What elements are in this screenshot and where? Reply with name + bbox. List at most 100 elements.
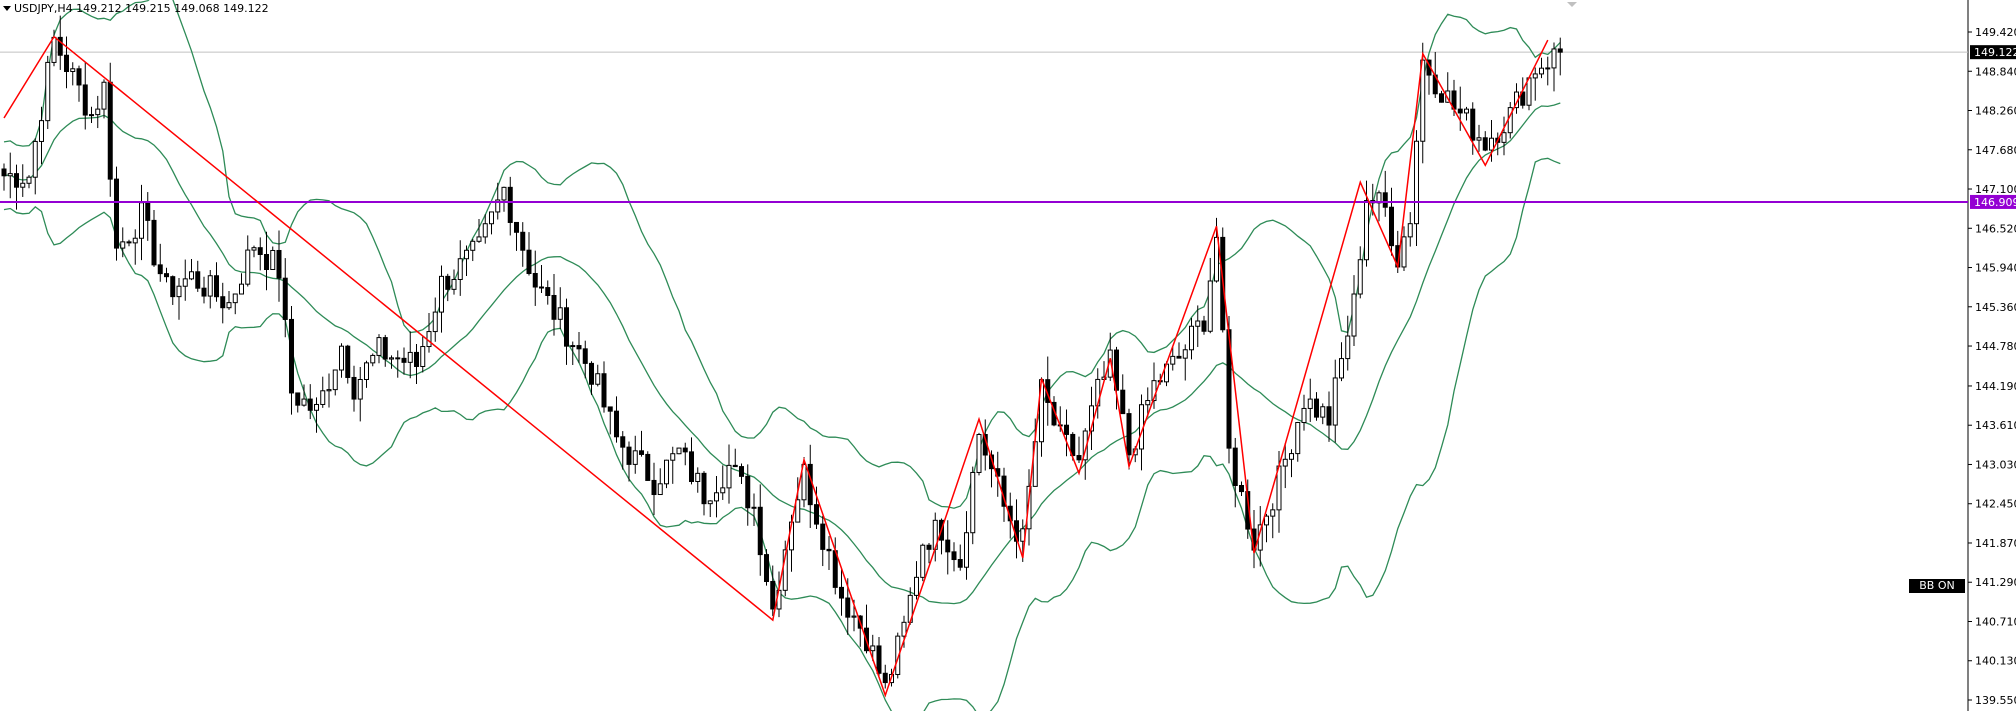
candle-body-bear — [351, 376, 357, 400]
candle-body-bull — [1182, 349, 1188, 359]
candle-body-bull — [964, 532, 969, 568]
candle — [57, 15, 63, 70]
candle-body-bull — [489, 211, 494, 225]
chart-shift-icon[interactable] — [1567, 2, 1577, 7]
candle-body-bear — [1120, 389, 1126, 415]
candle-body-bear — [401, 357, 407, 363]
candle-body-bear — [170, 276, 176, 298]
candle-body-bear — [545, 287, 551, 296]
candle — [695, 467, 701, 493]
candle — [201, 276, 207, 304]
candle-body-bull — [1145, 400, 1151, 406]
candle — [657, 468, 663, 496]
candle-body-bear — [745, 475, 751, 509]
candle-body-bear — [551, 294, 557, 320]
candle-body-bull — [70, 68, 76, 73]
candle-body-bull — [976, 434, 982, 473]
candle — [1120, 374, 1126, 415]
candle-body-bull — [189, 271, 194, 280]
candle-body-bull — [132, 237, 138, 244]
candle — [401, 347, 407, 375]
candle — [464, 245, 469, 276]
candle-body-bull — [1401, 236, 1407, 268]
candle — [520, 222, 526, 267]
candle — [1176, 342, 1182, 359]
candle — [682, 442, 688, 466]
candle — [345, 344, 351, 384]
zigzag-line — [3, 35, 1549, 698]
candle — [1489, 120, 1494, 162]
candle — [226, 291, 232, 310]
candle — [920, 543, 926, 582]
candle — [414, 343, 419, 385]
candle-body-bear — [157, 264, 163, 275]
candle-body-bear — [14, 173, 19, 188]
candle — [1, 163, 7, 191]
candle — [764, 549, 769, 586]
candle — [757, 484, 763, 576]
candle-body-bull — [26, 176, 32, 184]
candle — [545, 280, 551, 305]
candle-body-bull — [451, 278, 457, 290]
candle — [339, 343, 344, 378]
candle — [1145, 387, 1151, 417]
candle-body-bear — [732, 464, 738, 468]
candle — [751, 493, 757, 527]
y-tick-label: 140.710 — [1975, 615, 2016, 628]
candle-body-bull — [720, 487, 726, 494]
symbol-ohlc-label: USDJPY,H4 149.212 149.215 149.068 149.12… — [14, 2, 269, 15]
bb-on-badge[interactable]: BB ON — [1909, 579, 1965, 593]
candle-body-bear — [295, 392, 301, 406]
candle-body-bear — [414, 351, 419, 367]
candle-body-bear — [607, 406, 613, 412]
candle-body-bear — [151, 219, 157, 266]
candle-body-bull — [226, 302, 232, 309]
chart-menu-triangle-icon[interactable] — [3, 6, 11, 11]
candle-body-bear — [1557, 48, 1563, 53]
candle-body-bull — [1026, 485, 1032, 530]
candle-body-bear — [114, 178, 119, 249]
candle-body-bull — [676, 447, 682, 455]
candle-body-bull — [482, 223, 488, 238]
candle-body-bull — [1295, 422, 1301, 455]
candle — [1339, 342, 1344, 382]
candle — [645, 451, 651, 481]
candle-body-bull — [1539, 67, 1544, 75]
candle — [120, 227, 126, 258]
candle — [614, 396, 619, 443]
candle — [51, 29, 57, 67]
candle-body-bear — [845, 597, 851, 618]
candle-body-bear — [126, 241, 132, 244]
candle — [176, 278, 182, 320]
candle-body-bull — [39, 120, 44, 142]
candle — [607, 406, 613, 435]
candle — [1520, 77, 1526, 109]
candle — [620, 431, 626, 470]
candle-body-bull — [1301, 407, 1307, 424]
candle-body-bear — [1457, 108, 1463, 114]
candle-body-bear — [1064, 424, 1069, 435]
candle — [195, 260, 201, 292]
candle — [332, 369, 338, 396]
candle-body-bull — [970, 471, 976, 534]
level-price-label: 146.909 — [1974, 196, 2016, 209]
candle — [1539, 57, 1544, 79]
candle — [314, 397, 319, 433]
candle — [301, 384, 307, 407]
y-tick-label: 144.190 — [1975, 380, 2016, 393]
candle-body-bull — [407, 351, 413, 363]
candle-body-bull — [1207, 280, 1213, 332]
candle — [882, 664, 888, 689]
candle-body-bull — [439, 275, 444, 313]
bollinger-lower-band — [3, 157, 1561, 711]
candle-body-bear — [1201, 320, 1207, 332]
candle — [1557, 37, 1563, 76]
candle-body-bull — [1320, 406, 1326, 418]
candle — [957, 544, 963, 571]
candle-body-bear — [582, 348, 588, 364]
y-tick-label: 143.610 — [1975, 419, 2016, 432]
candle — [214, 262, 219, 302]
candle — [7, 152, 13, 199]
candle — [239, 273, 244, 295]
